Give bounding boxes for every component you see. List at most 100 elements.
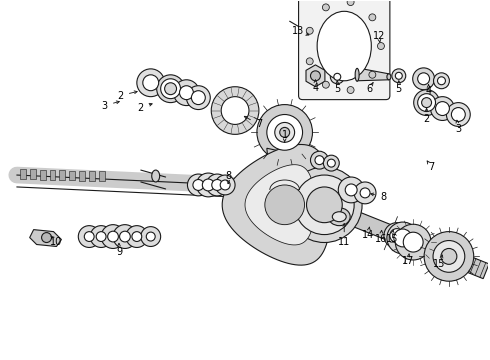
Circle shape bbox=[157, 75, 184, 103]
Text: 17: 17 bbox=[401, 256, 414, 266]
Circle shape bbox=[446, 103, 470, 126]
Text: 15: 15 bbox=[386, 234, 398, 244]
Circle shape bbox=[84, 231, 94, 242]
Circle shape bbox=[101, 225, 125, 248]
Circle shape bbox=[275, 122, 294, 142]
Circle shape bbox=[294, 175, 354, 235]
Circle shape bbox=[441, 248, 457, 264]
Circle shape bbox=[438, 77, 445, 85]
Ellipse shape bbox=[387, 74, 391, 80]
Circle shape bbox=[215, 175, 235, 195]
Circle shape bbox=[202, 179, 214, 191]
Text: 2: 2 bbox=[117, 91, 123, 101]
Circle shape bbox=[113, 225, 137, 248]
Circle shape bbox=[390, 229, 404, 243]
Text: 5: 5 bbox=[334, 84, 341, 94]
Polygon shape bbox=[306, 65, 325, 87]
Circle shape bbox=[347, 86, 354, 94]
Text: 15: 15 bbox=[433, 259, 446, 269]
Circle shape bbox=[392, 69, 406, 83]
Circle shape bbox=[306, 27, 313, 34]
Circle shape bbox=[327, 159, 335, 167]
Circle shape bbox=[265, 185, 305, 225]
Circle shape bbox=[334, 73, 341, 80]
Circle shape bbox=[211, 87, 259, 134]
Circle shape bbox=[451, 108, 466, 121]
Circle shape bbox=[369, 14, 376, 21]
Ellipse shape bbox=[317, 11, 371, 81]
Circle shape bbox=[311, 151, 328, 169]
Text: 6: 6 bbox=[366, 84, 372, 94]
Ellipse shape bbox=[328, 208, 350, 226]
Text: 1: 1 bbox=[282, 130, 288, 140]
FancyBboxPatch shape bbox=[89, 171, 95, 181]
Circle shape bbox=[179, 86, 194, 100]
Circle shape bbox=[384, 223, 410, 248]
Circle shape bbox=[267, 114, 302, 150]
Polygon shape bbox=[357, 68, 389, 81]
Circle shape bbox=[220, 180, 230, 190]
FancyBboxPatch shape bbox=[79, 171, 85, 181]
Circle shape bbox=[187, 86, 210, 109]
Circle shape bbox=[322, 81, 329, 88]
Circle shape bbox=[196, 173, 220, 197]
FancyBboxPatch shape bbox=[99, 171, 105, 181]
Polygon shape bbox=[245, 165, 315, 245]
Circle shape bbox=[132, 231, 142, 242]
FancyBboxPatch shape bbox=[70, 171, 75, 180]
Circle shape bbox=[424, 231, 474, 281]
Circle shape bbox=[387, 222, 418, 254]
Circle shape bbox=[120, 231, 130, 242]
Circle shape bbox=[417, 73, 430, 85]
Circle shape bbox=[212, 180, 222, 190]
Text: 10: 10 bbox=[50, 237, 63, 247]
Polygon shape bbox=[334, 204, 489, 279]
Text: 8: 8 bbox=[225, 171, 231, 181]
Polygon shape bbox=[267, 148, 307, 165]
Circle shape bbox=[257, 105, 313, 160]
Circle shape bbox=[90, 226, 112, 247]
Text: 7: 7 bbox=[256, 120, 262, 130]
Text: 11: 11 bbox=[338, 237, 350, 247]
Circle shape bbox=[323, 155, 339, 171]
Circle shape bbox=[192, 91, 205, 105]
Circle shape bbox=[414, 90, 440, 116]
Circle shape bbox=[188, 174, 209, 196]
FancyBboxPatch shape bbox=[30, 170, 36, 179]
Text: 12: 12 bbox=[373, 31, 385, 41]
Circle shape bbox=[354, 182, 376, 204]
Circle shape bbox=[206, 174, 228, 196]
Circle shape bbox=[436, 102, 449, 116]
Circle shape bbox=[395, 72, 402, 79]
Circle shape bbox=[434, 73, 449, 89]
Text: 9: 9 bbox=[116, 247, 122, 257]
Circle shape bbox=[173, 80, 199, 105]
Circle shape bbox=[165, 83, 176, 95]
FancyBboxPatch shape bbox=[40, 170, 46, 180]
Text: 3: 3 bbox=[101, 100, 107, 111]
Circle shape bbox=[417, 94, 436, 112]
Circle shape bbox=[287, 167, 362, 243]
Text: 2: 2 bbox=[423, 114, 430, 125]
Text: 16: 16 bbox=[375, 234, 387, 244]
Circle shape bbox=[431, 96, 454, 121]
Ellipse shape bbox=[355, 68, 359, 81]
Ellipse shape bbox=[332, 212, 346, 222]
FancyBboxPatch shape bbox=[20, 169, 25, 179]
Text: 3: 3 bbox=[455, 125, 462, 134]
Circle shape bbox=[369, 71, 376, 78]
Circle shape bbox=[143, 75, 159, 91]
Circle shape bbox=[193, 180, 204, 190]
FancyBboxPatch shape bbox=[49, 170, 55, 180]
Text: 14: 14 bbox=[362, 230, 374, 239]
Circle shape bbox=[42, 233, 51, 243]
Text: 13: 13 bbox=[292, 26, 304, 36]
Circle shape bbox=[347, 0, 354, 5]
Circle shape bbox=[360, 188, 370, 198]
Circle shape bbox=[413, 68, 435, 90]
Circle shape bbox=[311, 71, 320, 81]
Circle shape bbox=[137, 69, 165, 96]
Circle shape bbox=[338, 177, 364, 203]
Circle shape bbox=[421, 98, 432, 108]
Circle shape bbox=[403, 232, 423, 252]
